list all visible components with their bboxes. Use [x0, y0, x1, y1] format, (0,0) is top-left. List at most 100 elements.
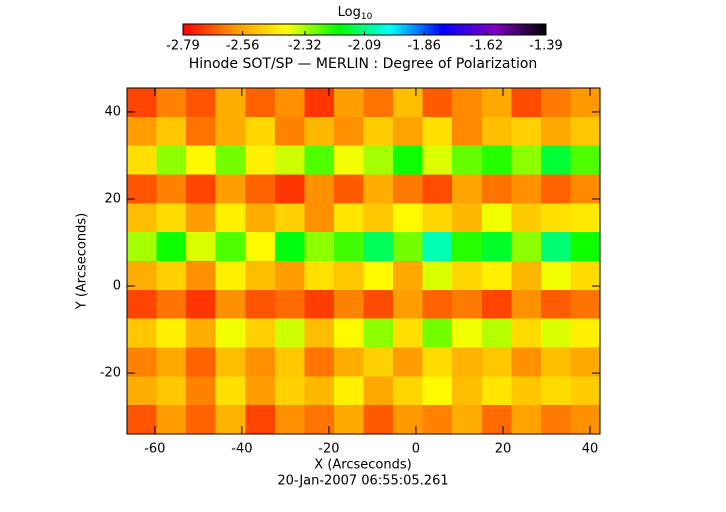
heatmap-cell [422, 261, 453, 291]
heatmap-cell [363, 376, 394, 406]
heatmap-cell [127, 405, 158, 435]
heatmap-cell [540, 261, 571, 291]
heatmap-cell [215, 318, 246, 348]
x-axis-label: X (Arcseconds) [314, 458, 411, 473]
heatmap-cell [452, 289, 483, 320]
heatmap-cell [304, 88, 335, 118]
heatmap-cell [481, 88, 512, 118]
heatmap-cell [570, 318, 601, 348]
heatmap-cell [333, 376, 364, 406]
heatmap-cell [452, 203, 483, 233]
heatmap-cell [452, 88, 483, 118]
heatmap-cell [540, 145, 571, 175]
colorbar-label: Log [338, 5, 361, 20]
colorbar-tick-label: -2.32 [288, 39, 322, 54]
heatmap-cell [186, 318, 217, 348]
heatmap-cell [422, 405, 453, 435]
heatmap-cell [274, 174, 305, 204]
heatmap-cell [304, 289, 335, 320]
heatmap-cell [393, 376, 424, 406]
heatmap-cell [245, 261, 276, 291]
heatmap-cell [511, 261, 542, 291]
heatmap-cell [511, 116, 542, 147]
heatmap-cell [304, 145, 335, 175]
heatmap-cell [363, 232, 394, 262]
heatmap-cell [127, 347, 158, 377]
heatmap-cell [481, 405, 512, 435]
heatmap-cell [363, 289, 394, 320]
heatmap-cell [511, 376, 542, 406]
heatmap-cell [481, 174, 512, 204]
heatmap-cell [481, 232, 512, 262]
heatmap-cell [540, 203, 571, 233]
heatmap-cell [127, 232, 158, 262]
heatmap-cell [452, 261, 483, 291]
heatmap-cell [393, 116, 424, 147]
heatmap-cell [215, 261, 246, 291]
colorbar-tick-label: -1.86 [407, 39, 441, 54]
heatmap-cell [540, 289, 571, 320]
heatmap-cell [274, 145, 305, 175]
heatmap-cell [511, 232, 542, 262]
heatmap-cell [333, 318, 364, 348]
heatmap-cell [304, 347, 335, 377]
heatmap-cell [540, 376, 571, 406]
heatmap-cell [511, 145, 542, 175]
heatmap-cell [422, 88, 453, 118]
plot-frame [126, 87, 601, 435]
heatmap-cell [363, 347, 394, 377]
heatmap-cell [333, 289, 364, 320]
heatmap-cell [422, 116, 453, 147]
heatmap-cell [215, 405, 246, 435]
heatmap-cell [452, 347, 483, 377]
heatmap-cell [570, 376, 601, 406]
heatmap-cell [274, 376, 305, 406]
heatmap-cell [186, 203, 217, 233]
x-tick-label: -20 [318, 442, 339, 457]
heatmap-cell [127, 376, 158, 406]
y-tick-label: 20 [104, 191, 121, 206]
heatmap-cell [215, 347, 246, 377]
heatmap-cell [304, 261, 335, 291]
heatmap-cell [422, 145, 453, 175]
heatmap-cell [304, 376, 335, 406]
heatmap-cell [540, 174, 571, 204]
heatmap-cell [422, 174, 453, 204]
x-tick-label: -40 [231, 442, 252, 457]
heatmap-cell [156, 289, 187, 320]
x-tick-label: 0 [412, 442, 420, 457]
heatmap-cell [363, 405, 394, 435]
heatmap-cell [540, 232, 571, 262]
y-tick-label: -20 [100, 366, 121, 381]
heatmap-cell [393, 88, 424, 118]
heatmap-cell [511, 174, 542, 204]
heatmap-cell [274, 232, 305, 262]
heatmap-cell [363, 145, 394, 175]
heatmap-cell [452, 174, 483, 204]
heatmap-cell [304, 116, 335, 147]
heatmap-cell [156, 116, 187, 147]
heatmap-cell [127, 88, 158, 118]
heatmap-cell [333, 203, 364, 233]
heatmap-cell [304, 174, 335, 204]
heatmap-cell [245, 145, 276, 175]
heatmap-cell [274, 289, 305, 320]
heatmap-cell [333, 405, 364, 435]
heatmap-cell [363, 318, 394, 348]
heatmap-cell [127, 261, 158, 291]
heatmap-cell [274, 261, 305, 291]
heatmap-cell [570, 347, 601, 377]
footer: 20-Jan-2007 06:55:05.261 [277, 474, 448, 489]
colorbar-tick-label: -1.39 [529, 39, 563, 54]
heatmap-cell [452, 232, 483, 262]
heatmap-cell [156, 203, 187, 233]
heatmap-cell [245, 232, 276, 262]
colorbar-tick-label: -1.62 [470, 39, 504, 54]
heatmap-cell [186, 232, 217, 262]
heatmap-cell [215, 116, 246, 147]
heatmap-cell [245, 347, 276, 377]
heatmap-cell [511, 289, 542, 320]
heatmap-cell [393, 289, 424, 320]
heatmap-cell [245, 405, 276, 435]
heatmap-cell [333, 88, 364, 118]
